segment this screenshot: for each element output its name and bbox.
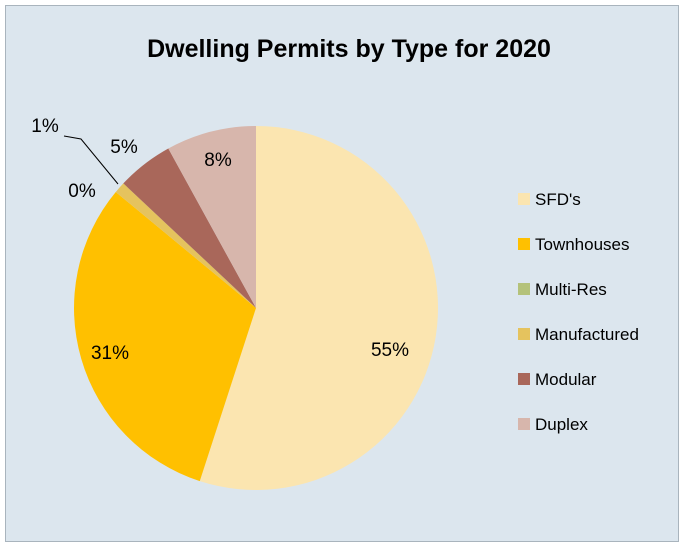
pie-slice-modular bbox=[123, 148, 256, 308]
data-label-duplex: 8% bbox=[204, 150, 232, 171]
pie-slice-townhouses bbox=[74, 191, 256, 482]
legend-swatch-manufactured bbox=[518, 328, 530, 340]
chart-title: Dwelling Permits by Type for 2020 bbox=[147, 35, 551, 63]
legend-label-manufactured: Manufactured bbox=[535, 325, 639, 344]
legend-label-modular: Modular bbox=[535, 370, 597, 389]
legend-label-sfd-s: SFD's bbox=[535, 190, 581, 209]
legend-swatch-sfd-s bbox=[518, 193, 530, 205]
data-label-manufactured: 1% bbox=[31, 116, 59, 137]
legend-label-townhouses: Townhouses bbox=[535, 235, 630, 254]
legend-swatch-townhouses bbox=[518, 238, 530, 250]
data-label-modular: 5% bbox=[110, 137, 138, 158]
pie-slice-manufactured bbox=[115, 183, 257, 308]
pie-slice-duplex bbox=[168, 126, 256, 308]
legend-label-multi-res: Multi-Res bbox=[535, 280, 607, 299]
pie-slice-sfd-s bbox=[199, 126, 439, 490]
legend-label-duplex: Duplex bbox=[535, 415, 588, 434]
leader-line-manufactured bbox=[63, 135, 119, 185]
legend: SFD's Townhouses Multi-Res Manufactured Modu… bbox=[518, 190, 639, 434]
data-label-sfd-s: 55% bbox=[371, 340, 409, 361]
data-label-multi-res: 0% bbox=[68, 181, 96, 202]
data-label-townhouses: 31% bbox=[91, 343, 129, 364]
legend-swatch-multi-res bbox=[518, 283, 530, 295]
legend-swatch-duplex bbox=[518, 418, 530, 430]
legend-swatch-modular bbox=[518, 373, 530, 385]
